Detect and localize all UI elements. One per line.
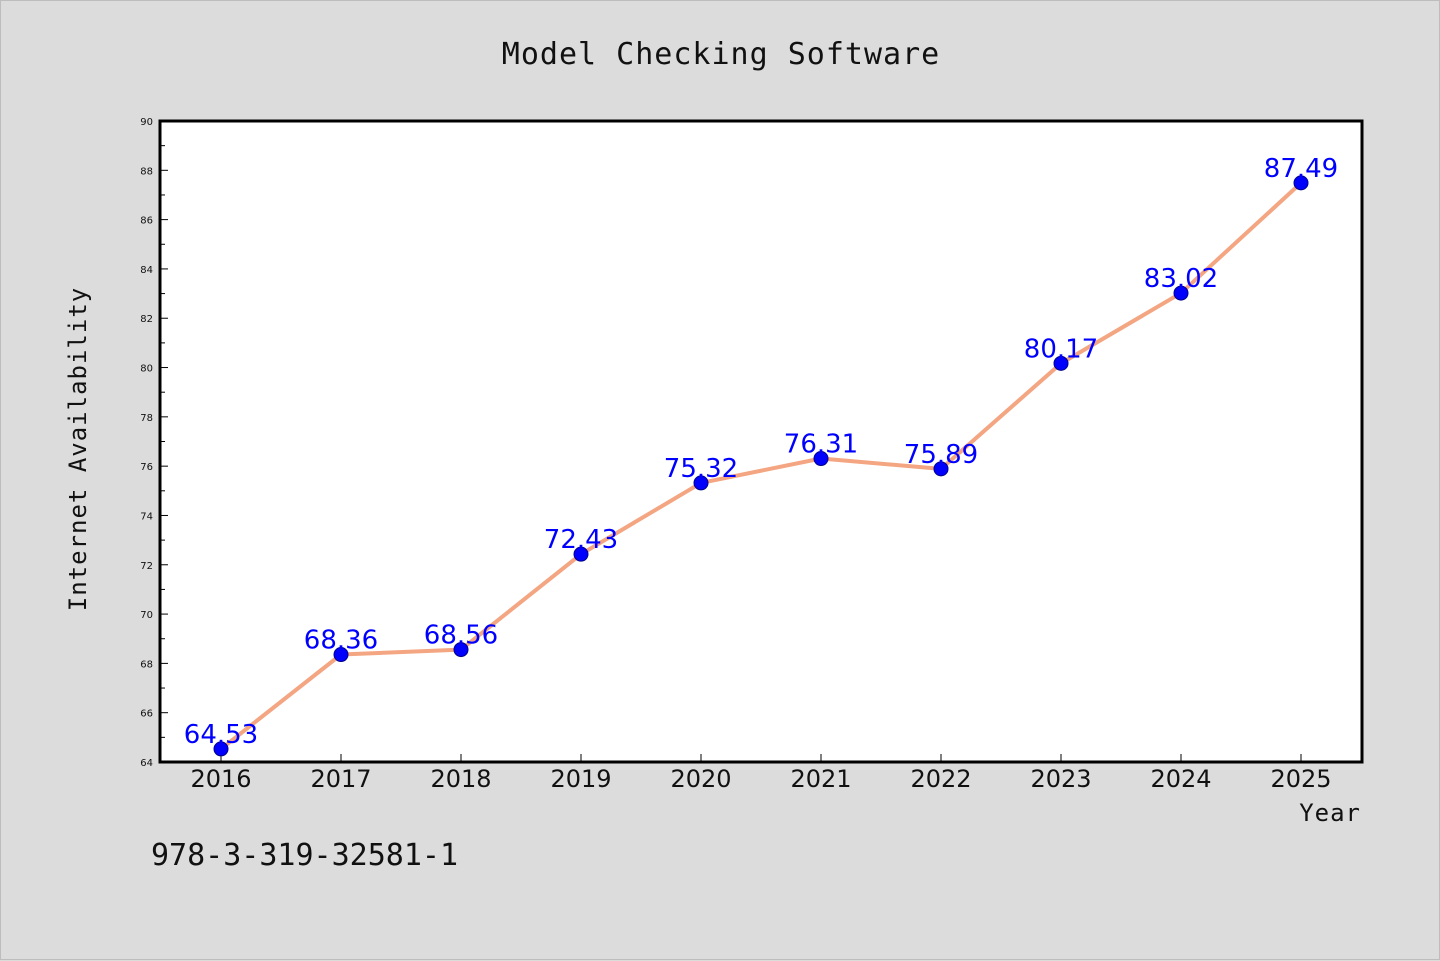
data-label: 75.32 (664, 454, 738, 484)
x-axis: 2016 2017 2018 2019 2020 2021 2022 2023 2024 2025 (190, 754, 1332, 793)
y-tick-label: 76 (140, 462, 153, 473)
data-labels: 64.53 68.36 68.56 72.43 75.32 76.31 75.89 80.17… (184, 154, 1338, 750)
data-label: 68.36 (304, 626, 378, 656)
data-label: 72.43 (544, 525, 618, 555)
data-label: 75.89 (904, 440, 978, 470)
y-axis: 64 66 68 70 72 74 76 78 80 82 84 86 88 90 (140, 117, 168, 769)
data-point (1293, 175, 1309, 191)
x-tick-label: 2017 (310, 765, 371, 793)
x-axis-label: Year (1299, 799, 1361, 827)
footnote-isbn: 978-3-319-32581-1 (151, 838, 458, 873)
x-tick-label: 2020 (670, 765, 731, 793)
x-tick-label: 2016 (190, 765, 251, 793)
y-tick-label: 66 (140, 709, 153, 720)
chart-title: Model Checking Software (502, 37, 940, 72)
data-point (453, 642, 469, 658)
y-tick-label: 86 (140, 216, 153, 227)
plot-area (158, 119, 1364, 764)
data-label: 83.02 (1144, 264, 1218, 294)
y-tick-label: 84 (140, 265, 153, 276)
series-line (219, 181, 1303, 751)
data-point (1173, 285, 1189, 301)
x-tick-label: 2019 (550, 765, 611, 793)
data-point (1053, 355, 1069, 371)
data-label: 68.56 (424, 621, 498, 651)
x-tick-label: 2018 (430, 765, 491, 793)
y-tick-label: 64 (140, 758, 153, 769)
y-axis-label: Internet Availability (64, 287, 92, 611)
y-tick-label: 90 (140, 117, 153, 128)
x-tick-label: 2021 (790, 765, 851, 793)
y-tick-label: 78 (140, 413, 153, 424)
series-group (213, 175, 1309, 757)
y-tick-label: 68 (140, 659, 153, 670)
y-tick-label: 72 (140, 561, 153, 572)
data-label: 76.31 (784, 430, 858, 460)
y-tick-label: 82 (140, 314, 153, 325)
data-point (333, 647, 349, 663)
y-tick-label: 74 (140, 511, 153, 522)
data-point (693, 475, 709, 491)
data-label: 87.49 (1264, 154, 1338, 184)
y-tick-label: 70 (140, 610, 153, 621)
y-tick-label: 80 (140, 364, 153, 375)
data-point (933, 461, 949, 477)
data-label: 80.17 (1024, 334, 1098, 364)
x-tick-label: 2023 (1030, 765, 1091, 793)
y-tick-label: 88 (140, 166, 153, 177)
x-tick-label: 2025 (1270, 765, 1331, 793)
data-label: 64.53 (184, 720, 258, 750)
data-point (813, 451, 829, 467)
data-point (213, 741, 229, 757)
x-tick-label: 2022 (910, 765, 971, 793)
data-point (573, 546, 589, 562)
x-tick-label: 2024 (1150, 765, 1211, 793)
